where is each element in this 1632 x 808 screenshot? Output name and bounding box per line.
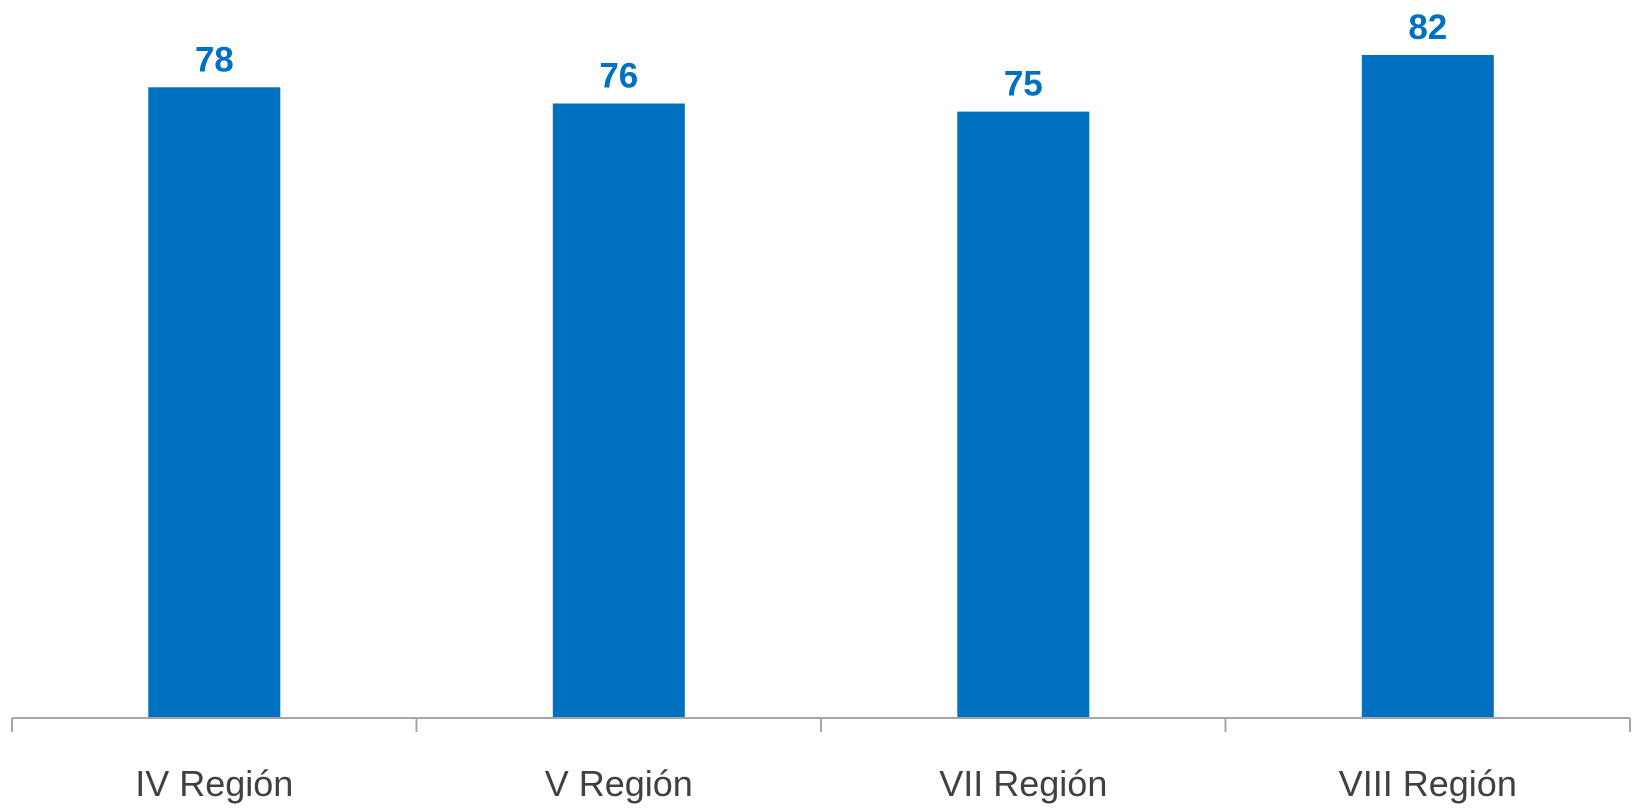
data-label-3: 75 [1004,65,1043,104]
data-label-2: 76 [599,57,638,96]
value-labels-layer: 78 76 75 82 [195,8,1447,104]
x-tick-label-3: VII Región [939,763,1107,804]
x-tick-label-2: V Región [545,763,693,804]
bar-4 [1361,55,1494,718]
bar-3 [957,111,1090,719]
bar-2 [552,103,685,718]
x-tick-label-1: IV Región [135,763,293,804]
data-label-1: 78 [195,40,234,79]
data-label-4: 82 [1408,8,1447,47]
x-tick-label-4: VIII Región [1339,763,1517,804]
x-axis [11,717,1631,732]
bar-1 [148,87,281,719]
x-axis-tick-labels: IV Región V Región VII Región VIII Región [135,763,1517,804]
bars-layer [148,55,1494,719]
